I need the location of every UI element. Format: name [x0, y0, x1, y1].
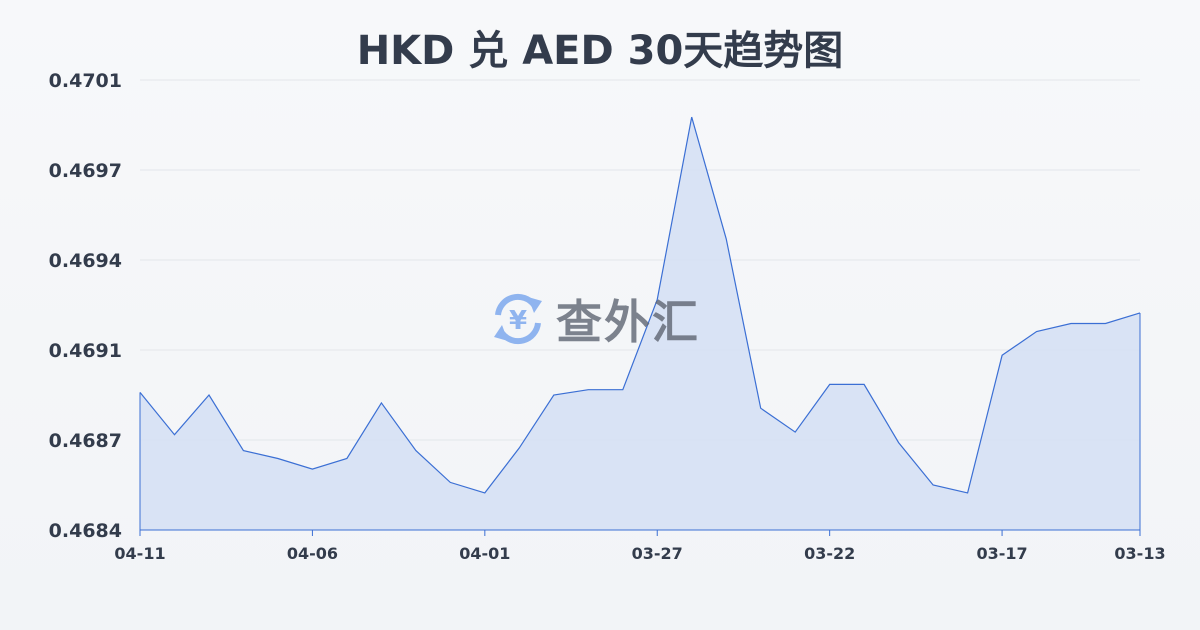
y-tick-label: 0.4687	[49, 430, 122, 452]
svg-text:¥: ¥	[509, 306, 527, 336]
x-tick-label: 04-01	[459, 544, 510, 563]
x-tick-label: 03-22	[804, 544, 855, 563]
x-tick-label: 04-06	[287, 544, 338, 563]
x-tick-label: 03-13	[1114, 544, 1165, 563]
y-tick-label: 0.4701	[49, 70, 122, 92]
y-tick-label: 0.4694	[49, 250, 122, 272]
x-tick-label: 03-17	[976, 544, 1027, 563]
x-tick-label: 03-27	[632, 544, 683, 563]
watermark: ¥ 查外汇	[488, 286, 700, 352]
area-fill	[140, 117, 1140, 530]
series-line	[139, 116, 1141, 494]
y-tick-label: 0.4691	[49, 340, 122, 362]
chart-title: HKD 兑 AED 30天趋势图	[356, 28, 844, 74]
watermark-text: 查外汇	[556, 295, 700, 349]
y-tick-label: 0.4684	[49, 520, 122, 542]
yen-exchange-icon: ¥	[494, 293, 542, 345]
x-tick-label: 04-11	[114, 544, 165, 563]
y-tick-label: 0.4697	[49, 160, 122, 182]
